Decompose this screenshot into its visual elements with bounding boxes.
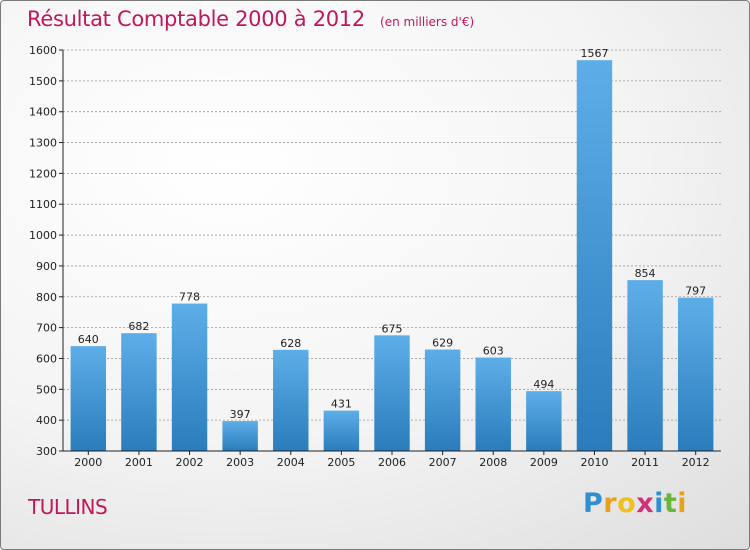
bar-2003: [222, 421, 258, 451]
bar-2009: [526, 391, 562, 451]
y-tick-label: 700: [36, 322, 57, 335]
logo-letter: x: [636, 488, 655, 519]
data-label: 778: [179, 291, 200, 304]
chart-subtitle: (en milliers d'€): [380, 15, 475, 29]
proxiti-logo: Proxiti: [583, 488, 687, 519]
bar-2011: [627, 280, 663, 451]
y-tick-label: 600: [36, 352, 57, 365]
data-label: 603: [483, 345, 504, 358]
data-label: 397: [230, 408, 251, 421]
bar-2012: [677, 297, 714, 451]
logo-letter: t: [663, 488, 678, 519]
bar-2002: [171, 303, 208, 451]
x-tick-label: 2001: [125, 456, 153, 469]
x-tick-label: 2003: [226, 456, 254, 469]
x-tick-label: 2011: [631, 456, 659, 469]
data-label: 797: [685, 285, 706, 298]
y-tick-label: 1500: [29, 75, 57, 88]
y-tick-label: 1100: [29, 198, 57, 211]
y-tick-label: 400: [36, 414, 57, 427]
x-tick-label: 2002: [176, 456, 204, 469]
bar-2008: [475, 357, 511, 451]
data-label: 854: [635, 267, 656, 280]
logo-letter: r: [603, 488, 618, 519]
y-tick-label: 1400: [29, 106, 57, 119]
data-label: 682: [128, 320, 149, 333]
x-tick-label: 2009: [530, 456, 558, 469]
bar-2000: [70, 346, 107, 451]
y-tick-label: 1000: [29, 229, 57, 242]
logo-letter: i: [677, 488, 688, 519]
data-label: 431: [331, 398, 352, 411]
bar-2001: [121, 333, 157, 451]
data-label: 494: [533, 378, 554, 391]
bar-2010: [576, 60, 613, 451]
bar-2006: [374, 335, 410, 451]
x-tick-label: 2010: [580, 456, 608, 469]
data-label: 628: [280, 337, 301, 350]
logo-letter: o: [617, 488, 637, 519]
y-tick-label: 1200: [29, 167, 57, 180]
bar-2004: [273, 349, 309, 451]
data-label: 1567: [580, 47, 608, 60]
y-tick-label: 300: [36, 445, 57, 458]
x-tick-label: 2000: [74, 456, 102, 469]
y-tick-label: 800: [36, 291, 57, 304]
data-label: 640: [78, 333, 99, 346]
bar-2007: [424, 349, 461, 451]
x-tick-label: 2008: [479, 456, 507, 469]
y-tick-label: 500: [36, 383, 57, 396]
x-tick-label: 2007: [429, 456, 457, 469]
bars: [70, 60, 714, 451]
x-tick-label: 2006: [378, 456, 406, 469]
y-tick-label: 900: [36, 260, 57, 273]
y-tick-label: 1600: [29, 44, 57, 57]
chart-title: Résultat Comptable 2000 à 2012: [27, 7, 365, 31]
data-label: 675: [382, 322, 403, 335]
title-block: Résultat Comptable 2000 à 2012 (en milli…: [27, 7, 474, 31]
axes: [59, 49, 721, 455]
logo-letter: P: [583, 488, 604, 519]
data-label: 629: [432, 337, 453, 350]
logo-letter: i: [654, 488, 664, 519]
y-tick-label: 1300: [29, 137, 57, 150]
city-name: TULLINS: [28, 495, 108, 519]
labels: 300 400 500 600 700 800 900 1000 1100 1200 1300 140…: [29, 44, 710, 469]
bar-2005: [323, 410, 360, 451]
x-tick-label: 2004: [277, 456, 305, 469]
x-tick-label: 2012: [682, 456, 710, 469]
x-tick-label: 2005: [327, 456, 355, 469]
